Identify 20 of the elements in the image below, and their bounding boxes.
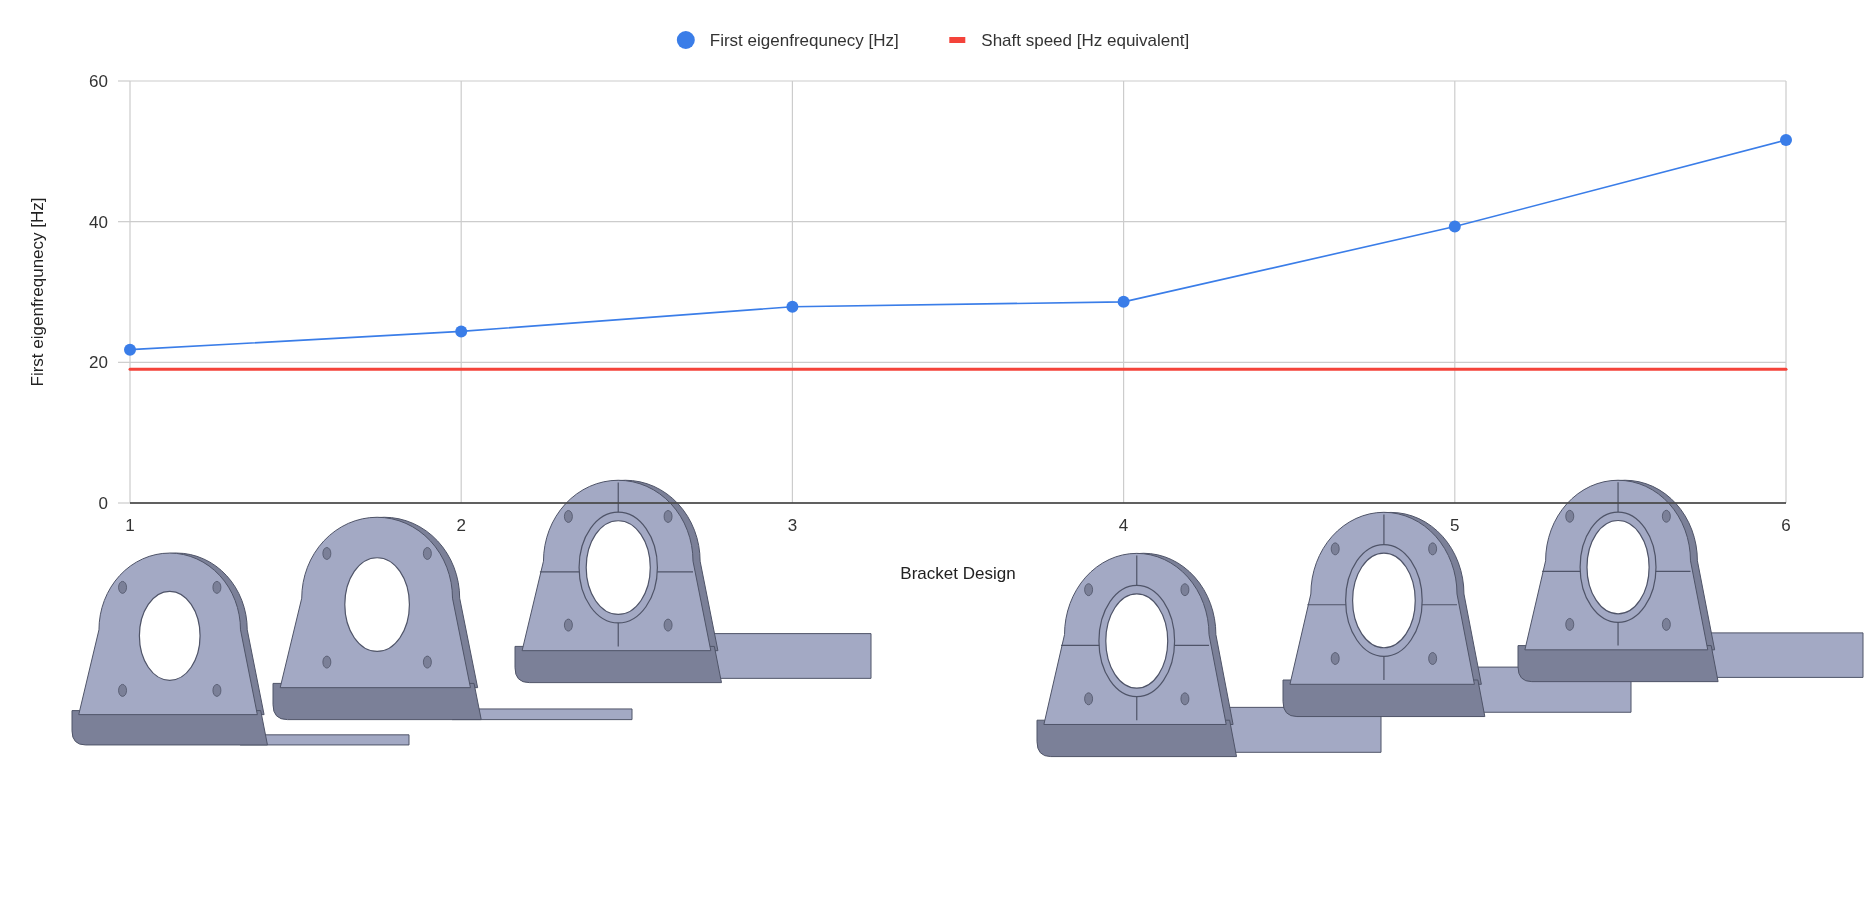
- x-axis-title: Bracket Design: [900, 563, 1016, 583]
- legend-label: First eigenfrequnecy [Hz]: [709, 30, 899, 50]
- point: [1117, 295, 1130, 308]
- point: [124, 343, 136, 356]
- point: [1448, 220, 1461, 233]
- x-tick-label: 4: [1118, 515, 1129, 535]
- x-tick-label: 1: [125, 515, 135, 535]
- x-tick-label: 6: [1781, 515, 1791, 535]
- y-tick-label: 20: [89, 353, 108, 373]
- y-axis-title: First eigenfrequnecy [Hz]: [27, 197, 47, 387]
- point: [1780, 134, 1792, 147]
- x-tick-label: 3: [787, 515, 798, 535]
- point: [786, 300, 799, 313]
- y-tick-label: 60: [89, 71, 108, 91]
- y-tick-label: 0: [98, 493, 108, 513]
- x-tick-label: 2: [456, 515, 466, 535]
- point: [455, 325, 468, 338]
- x-tick-label: 5: [1450, 515, 1460, 535]
- y-tick-label: 40: [89, 212, 108, 232]
- legend-label: Shaft speed [Hz equivalent]: [981, 30, 1190, 50]
